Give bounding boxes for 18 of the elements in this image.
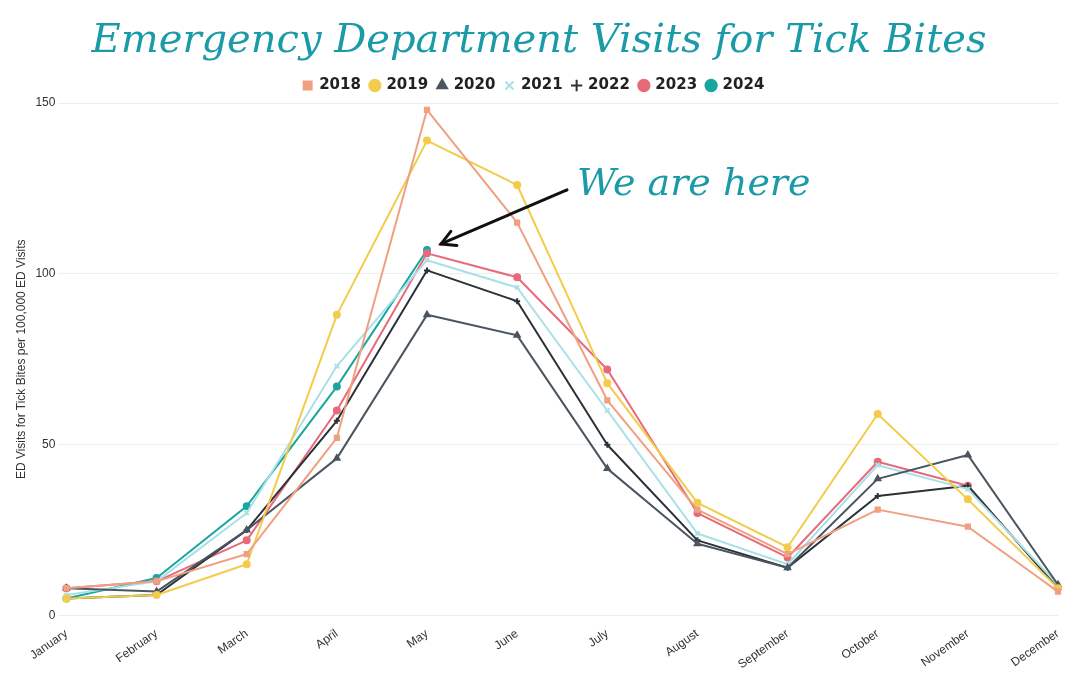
legend-label: 2023 — [655, 75, 698, 94]
annotation: We are here — [577, 159, 811, 204]
chart-title: Emergency Department Visits for Tick Bites — [90, 14, 988, 63]
y-tick-label: 0 — [48, 607, 56, 622]
legend-label: 2021 — [520, 75, 563, 94]
x-tick-label: July — [585, 626, 611, 650]
legend-label: 2018 — [319, 75, 361, 94]
legend-label: 2019 — [386, 75, 429, 94]
x-tick-label: April — [312, 626, 341, 652]
x-tick-label: June — [491, 625, 522, 653]
y-tick-label: 100 — [35, 266, 56, 281]
legend-label: 2022 — [588, 75, 630, 94]
legend-label: 2024 — [722, 75, 765, 94]
y-tick-label: 150 — [35, 95, 56, 110]
legend-label: 2020 — [453, 75, 496, 94]
x-tick-label: May — [404, 626, 431, 651]
y-tick-label: 50 — [42, 437, 56, 451]
y-axis-title: ED Visits for Tick Bites per 100,000 ED Visits — [13, 239, 28, 480]
